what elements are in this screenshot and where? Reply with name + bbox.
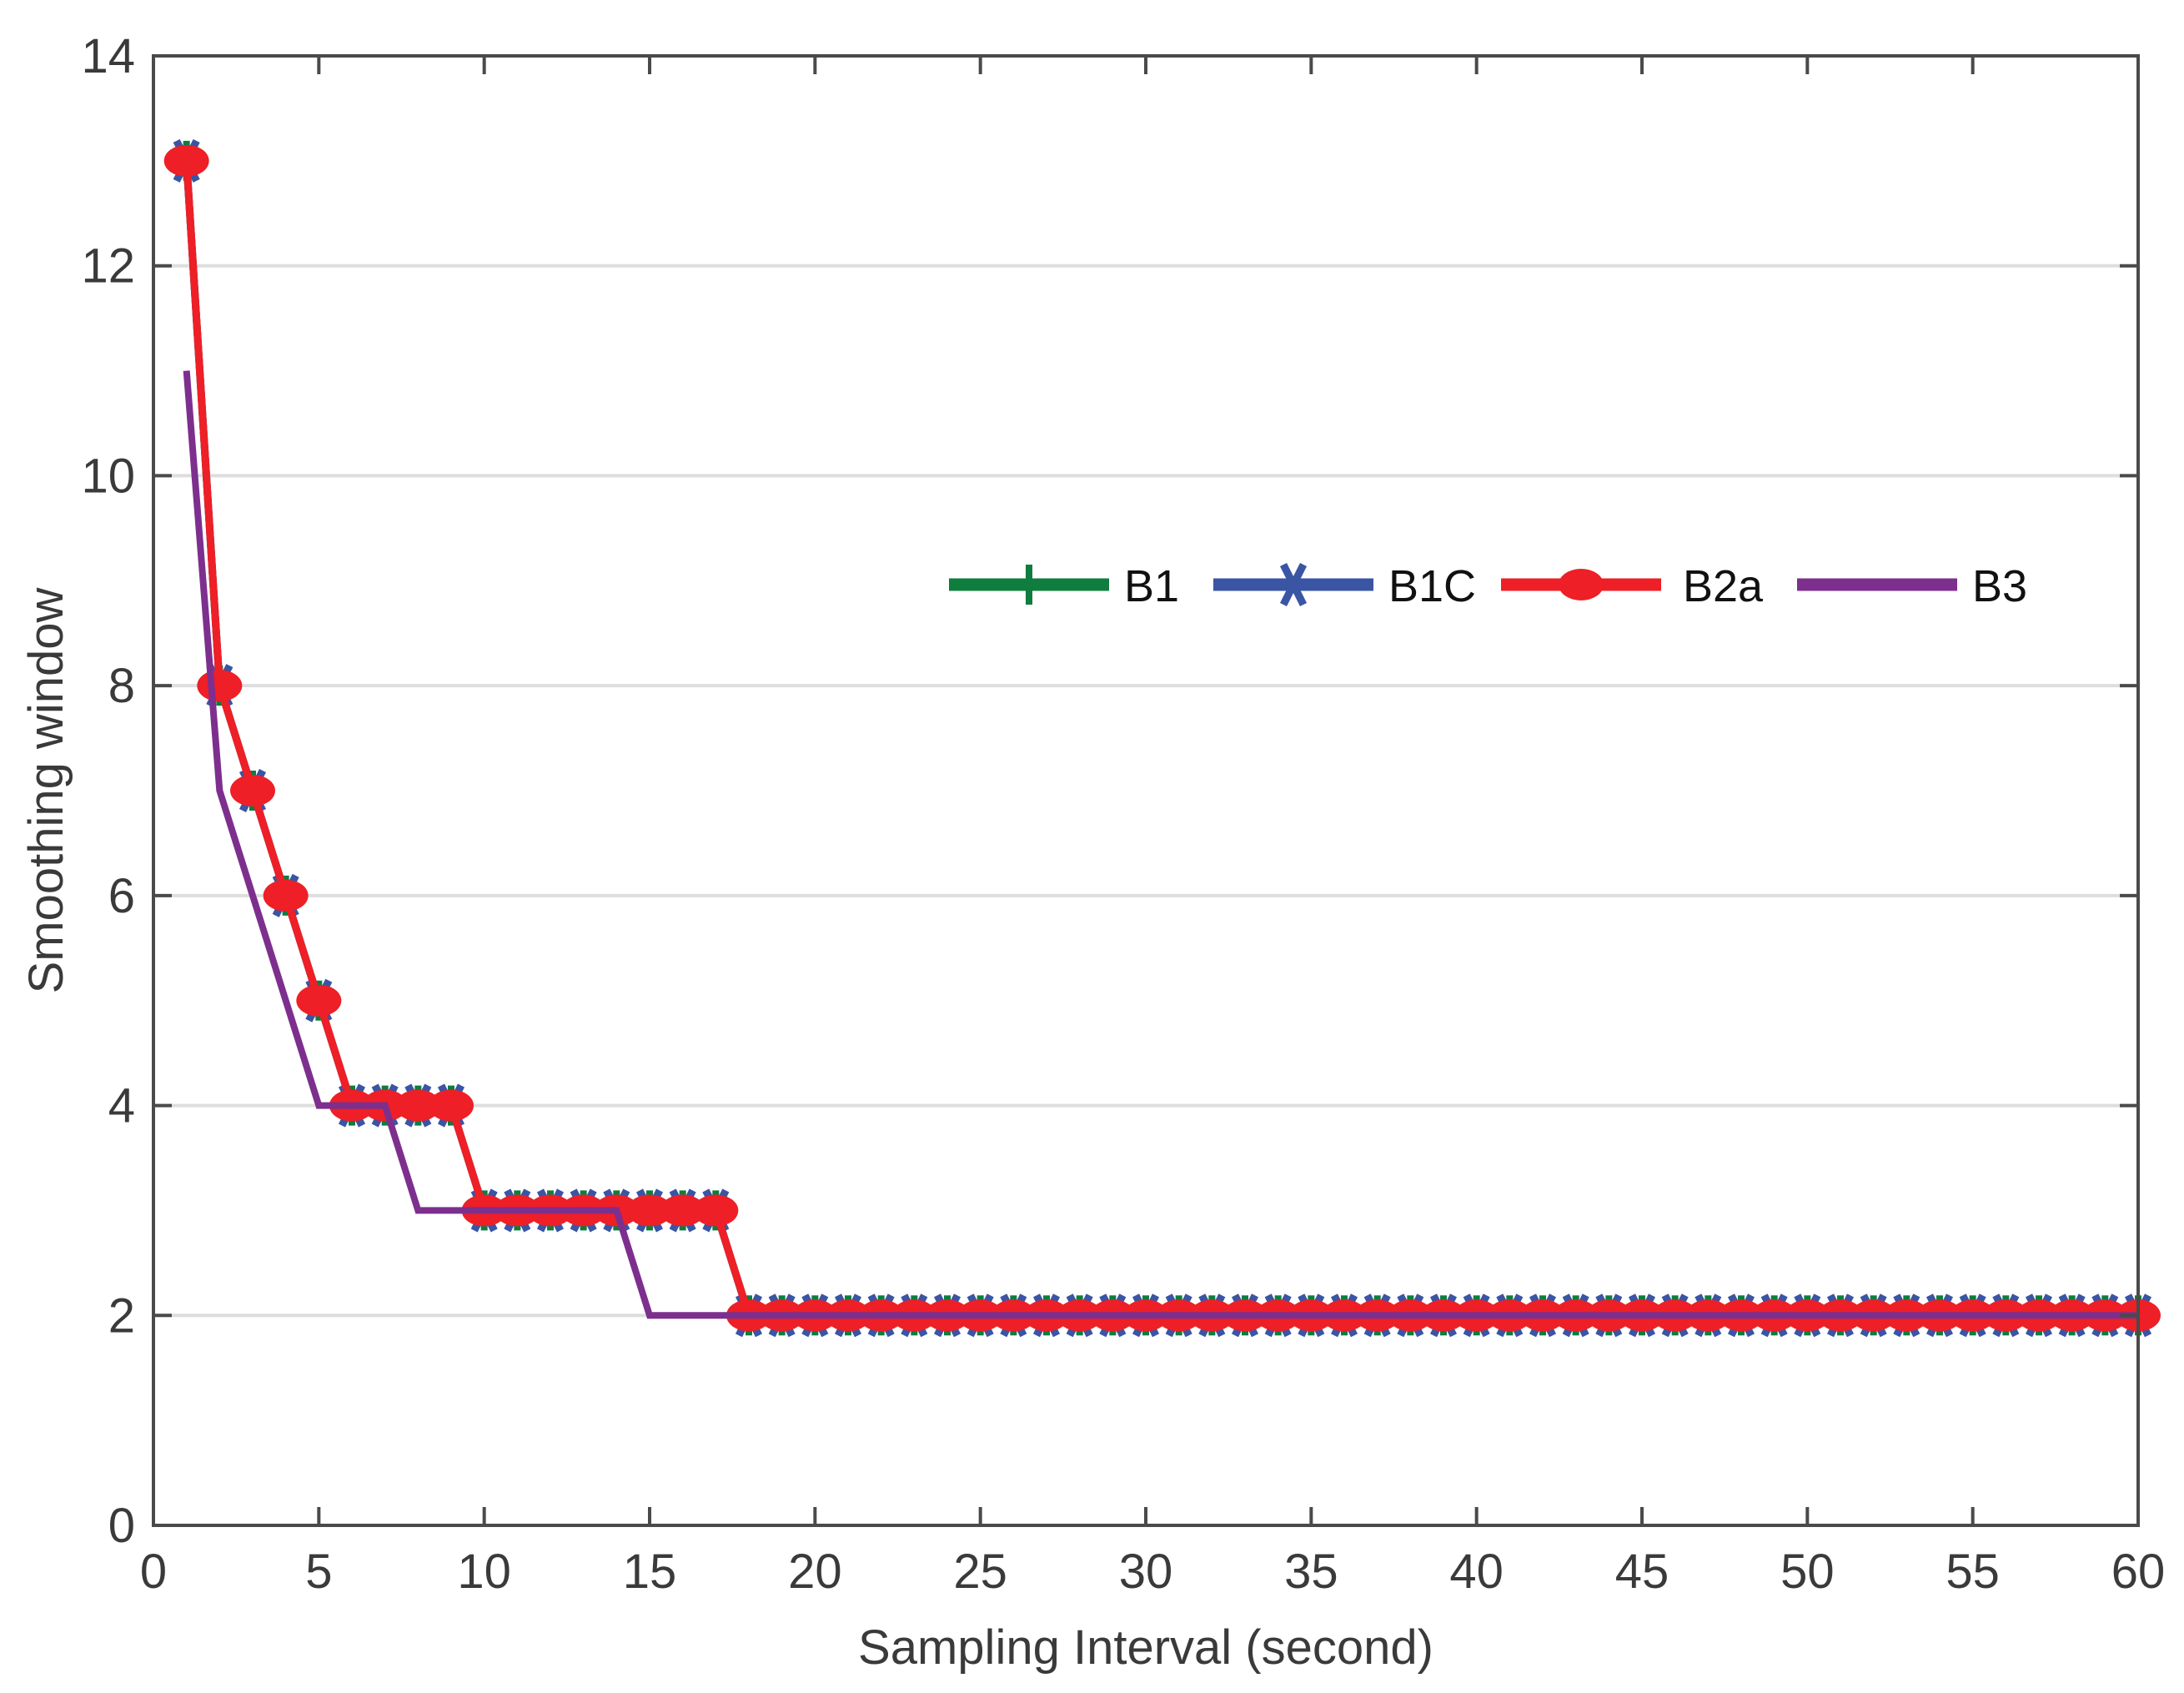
x-axis-label: Sampling Interval (second) bbox=[858, 1620, 1433, 1675]
series-line-b1c bbox=[183, 160, 2138, 1319]
x-tick-label: 10 bbox=[457, 1545, 511, 1599]
series-b3 bbox=[183, 370, 2138, 1319]
x-tick-label: 55 bbox=[1946, 1545, 2000, 1599]
legend-label: B1C bbox=[1388, 561, 1476, 611]
data-point-b2a bbox=[197, 670, 243, 702]
data-point-b2a bbox=[395, 1089, 441, 1122]
ticks: 0 2 4 6 8 10 12 14 0 5 10 15 20 25 30 35 40 45 50 55 60 bbox=[81, 29, 2165, 1599]
x-tick-label: 60 bbox=[2111, 1545, 2166, 1599]
y-tick-label: 2 bbox=[108, 1289, 135, 1343]
series-group bbox=[163, 138, 2161, 1338]
series-line-b1 bbox=[183, 160, 2138, 1319]
legend-marker-circle bbox=[1559, 569, 1604, 600]
legend-label: B3 bbox=[1972, 561, 2027, 611]
marker-x-b bbox=[1279, 562, 1308, 607]
legend: B1 B1C B2a B3 bbox=[949, 561, 2027, 611]
series-line-b3 bbox=[183, 370, 2138, 1319]
data-point-b2a bbox=[693, 1194, 739, 1227]
data-point-b2a bbox=[163, 144, 209, 177]
legend-label: B2a bbox=[1683, 561, 1764, 611]
series-line-b2a bbox=[183, 160, 2138, 1319]
x-tick-label: 50 bbox=[1780, 1545, 1835, 1599]
gridlines bbox=[153, 264, 2138, 1318]
x-tick-label: 25 bbox=[953, 1545, 1007, 1599]
legend-item-b3: B3 bbox=[1797, 561, 2027, 611]
x-tick-label: 15 bbox=[623, 1545, 677, 1599]
x-tick-label: 30 bbox=[1119, 1545, 1173, 1599]
y-tick-label: 12 bbox=[81, 239, 135, 294]
legend-item-b2a: B2a bbox=[1501, 561, 1764, 611]
y-tick-label: 0 bbox=[108, 1499, 135, 1553]
legend-item-b1: B1 bbox=[949, 561, 1179, 611]
legend-marker-plus bbox=[1011, 565, 1047, 605]
y-tick-label: 10 bbox=[81, 449, 135, 503]
data-point-b2a bbox=[263, 879, 309, 912]
data-point-b2a bbox=[230, 775, 275, 806]
y-tick-label: 6 bbox=[108, 869, 135, 923]
y-axis-label: Smoothing window bbox=[19, 586, 73, 993]
y-tick-label: 4 bbox=[108, 1079, 135, 1133]
legend-item-b1c: B1C bbox=[1213, 561, 1476, 611]
series-b1c bbox=[173, 138, 2152, 1338]
x-tick-label: 40 bbox=[1449, 1545, 1504, 1599]
x-tick-label: 45 bbox=[1615, 1545, 1669, 1599]
data-point-b2a bbox=[429, 1089, 474, 1122]
data-point-b2a bbox=[296, 984, 342, 1017]
x-tick-label: 20 bbox=[788, 1545, 842, 1599]
y-tick-label: 8 bbox=[108, 659, 135, 713]
x-tick-label: 5 bbox=[305, 1545, 332, 1599]
data-point-b2a bbox=[627, 1194, 672, 1227]
data-point-b2a bbox=[660, 1194, 705, 1227]
y-tick-label: 14 bbox=[81, 29, 135, 83]
x-tick-label: 35 bbox=[1284, 1545, 1338, 1599]
x-tick-label: 0 bbox=[140, 1545, 167, 1599]
series-b2a bbox=[163, 144, 2161, 1332]
legend-label: B1 bbox=[1124, 561, 1179, 611]
legend-marker-x bbox=[1279, 562, 1308, 607]
